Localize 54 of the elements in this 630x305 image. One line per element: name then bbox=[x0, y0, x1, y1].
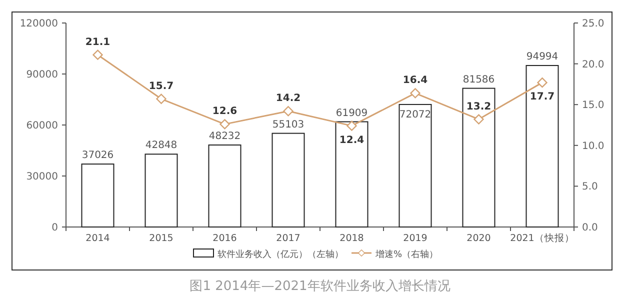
y-tick-label: 90000 bbox=[26, 70, 58, 80]
legend-label: 软件业务收入（亿元）（左轴） bbox=[218, 249, 344, 260]
x-tick-label: 2018 bbox=[340, 233, 364, 244]
data-label: 21.1 bbox=[85, 36, 110, 48]
x-tick-label: 2020 bbox=[466, 233, 491, 244]
point bbox=[156, 94, 166, 104]
data-label: 72072 bbox=[399, 109, 432, 120]
y-tick-label: 0 bbox=[52, 222, 58, 234]
data-label: 17.7 bbox=[530, 92, 555, 103]
bar bbox=[144, 154, 178, 228]
point bbox=[410, 88, 420, 98]
y2-tick-label: 5.0 bbox=[582, 182, 598, 193]
data-label: 12.4 bbox=[339, 134, 364, 146]
bar bbox=[398, 104, 432, 228]
y2-tick-label: 20.0 bbox=[582, 59, 604, 70]
data-label: 37026 bbox=[82, 150, 114, 162]
x-tick-label: 2014 bbox=[86, 233, 110, 244]
x-tick-label: 2016 bbox=[212, 233, 237, 244]
y2-tick-label: 0.0 bbox=[582, 222, 598, 234]
bar bbox=[335, 121, 368, 228]
data-label: 16.4 bbox=[402, 75, 428, 86]
point bbox=[92, 50, 103, 60]
point bbox=[220, 119, 230, 130]
x-tick-label: 2021（快报） bbox=[510, 232, 574, 244]
data-label: 81586 bbox=[462, 74, 495, 86]
x-tick-label: 2019 bbox=[403, 233, 428, 244]
bar bbox=[462, 88, 496, 228]
bar bbox=[526, 65, 559, 228]
point bbox=[283, 106, 294, 116]
data-label: 42848 bbox=[145, 140, 178, 152]
data-label: 12.6 bbox=[212, 106, 238, 118]
y2-tick-label: 15.0 bbox=[582, 100, 604, 112]
point bbox=[537, 77, 548, 88]
data-label: 94994 bbox=[526, 52, 558, 63]
y2-tick-label: 25.0 bbox=[582, 18, 604, 30]
data-label: 13.2 bbox=[466, 101, 492, 112]
x-tick-label: 2017 bbox=[276, 233, 300, 244]
data-label: 15.7 bbox=[148, 80, 174, 92]
bar bbox=[208, 144, 242, 228]
data-label: 48232 bbox=[208, 131, 241, 142]
data-label: 55103 bbox=[272, 119, 304, 130]
data-label: 61909 bbox=[336, 108, 368, 119]
x-tick-label: 2015 bbox=[149, 233, 174, 244]
point bbox=[346, 120, 357, 131]
y2-tick-label: 10.0 bbox=[582, 140, 604, 152]
y-tick-label: 120000 bbox=[20, 18, 58, 30]
data-label: 14.2 bbox=[276, 93, 301, 104]
y-tick-label: 60000 bbox=[26, 120, 58, 132]
y-tick-label: 30000 bbox=[26, 172, 58, 182]
bar bbox=[81, 164, 114, 228]
point bbox=[474, 114, 484, 124]
bar bbox=[272, 132, 305, 228]
text: 图1 2014年—2021年软件业务收入增长情况 bbox=[190, 279, 450, 294]
legend-label: 增速%（右轴） bbox=[374, 249, 438, 260]
